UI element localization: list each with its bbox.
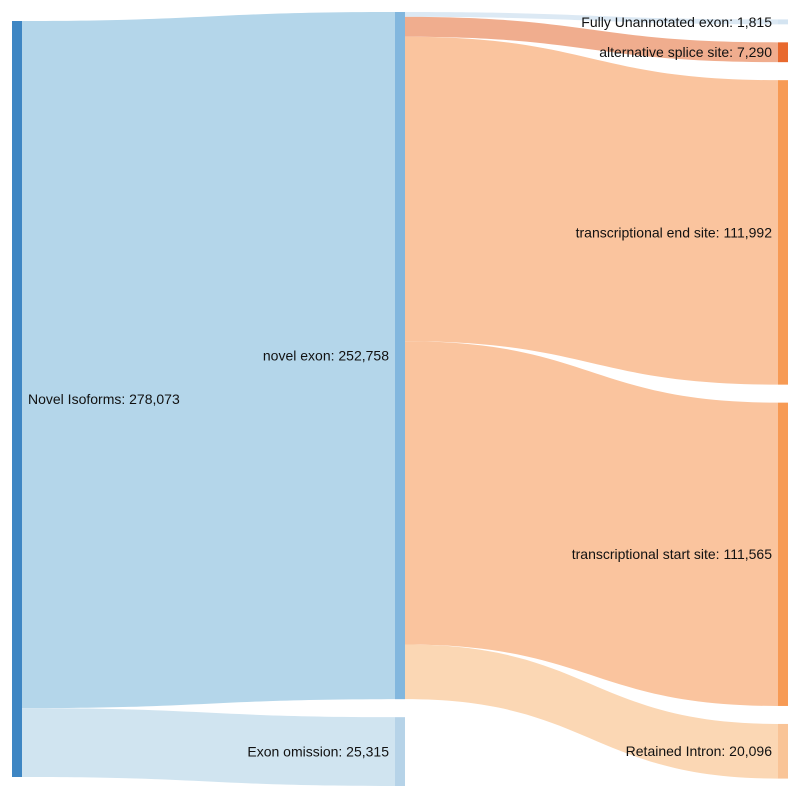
node-label-exon_omission: Exon omission: 25,315	[247, 743, 389, 759]
node-label-retained_intron: Retained Intron: 20,096	[626, 743, 773, 759]
node-novel_isoforms	[12, 21, 22, 777]
node-novel_exon	[395, 12, 405, 700]
node-tss	[778, 402, 788, 706]
link-novel_exon-to-tes	[405, 36, 778, 385]
link-novel_isoforms-to-novel_exon	[22, 12, 395, 709]
node-retained_intron	[778, 723, 788, 779]
node-label-tss: transcriptional start site: 111,565	[572, 546, 772, 562]
node-alt_splice	[778, 42, 788, 63]
link-novel_isoforms-to-exon_omission	[22, 708, 395, 786]
nodes-layer	[12, 12, 788, 786]
links-layer	[22, 12, 778, 786]
labels-layer: Novel Isoforms: 278,073 novel exon: 252,7…	[28, 14, 772, 760]
node-label-novel_isoforms: Novel Isoforms: 278,073	[28, 391, 180, 407]
node-label-tes: transcriptional end site: 111,992	[576, 224, 773, 240]
link-novel_exon-to-retained_intron	[405, 644, 778, 779]
node-exon_omission	[395, 717, 405, 786]
node-label-novel_exon: novel exon: 252,758	[263, 347, 389, 363]
node-fully_unannotated	[778, 19, 788, 25]
node-label-alt_splice: alternative splice site: 7,290	[599, 44, 772, 60]
link-novel_exon-to-alt_splice	[405, 16, 778, 63]
node-label-fully_unannotated: Fully Unannotated exon: 1,815	[581, 14, 772, 30]
link-novel_exon-to-fully_unannotated	[405, 12, 778, 25]
node-tes	[778, 80, 788, 385]
link-novel_exon-to-tss	[405, 341, 778, 706]
